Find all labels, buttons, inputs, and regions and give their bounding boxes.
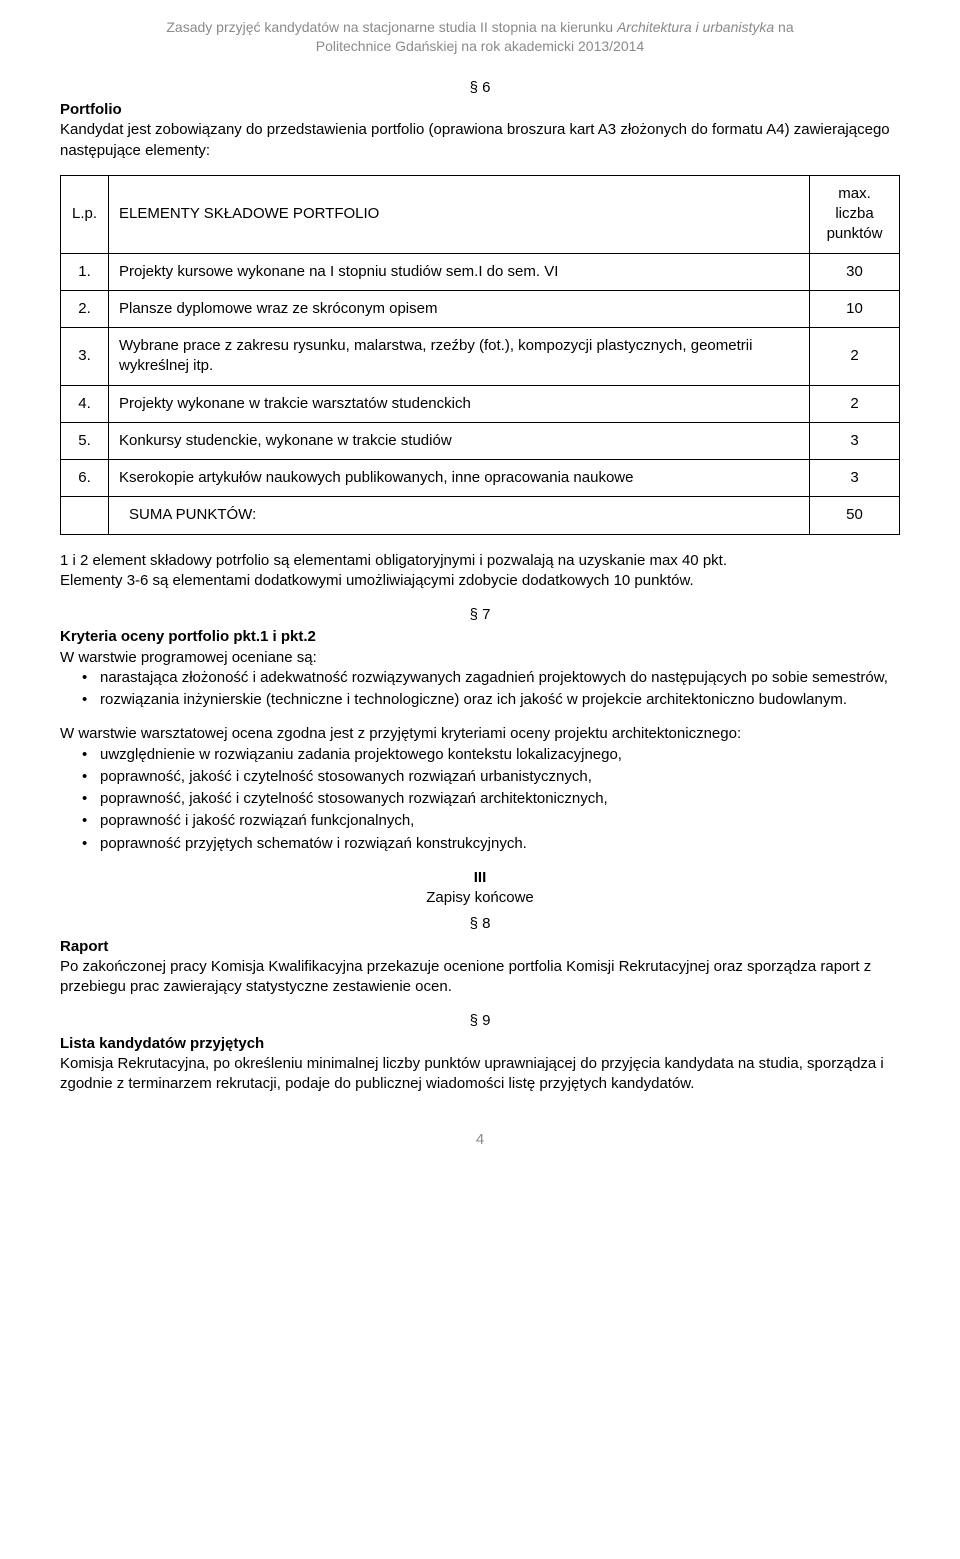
table-sum-row: SUMA PUNKTÓW: 50 <box>61 497 900 534</box>
table-row: 3. Wybrane prace z zakresu rysunku, mala… <box>61 328 900 386</box>
section-9-number: § 9 <box>60 1011 900 1031</box>
table-row: 5. Konkursy studenckie, wykonane w trakc… <box>61 422 900 459</box>
section-8-number: § 8 <box>60 914 900 934</box>
section-7-list-a: narastająca złożoność i adekwatność rozw… <box>60 668 900 711</box>
section-7-list-b: uwzględnienie w rozwiązaniu zadania proj… <box>60 745 900 854</box>
page-header: Zasady przyjęć kandydatów na stacjonarne… <box>60 18 900 56</box>
section-7-title: Kryteria oceny portfolio pkt.1 i pkt.2 <box>60 628 316 645</box>
section-7-number: § 7 <box>60 605 900 625</box>
section-9-title: Lista kandydatów przyjętych <box>60 1035 264 1052</box>
part-3-roman: III <box>474 869 487 886</box>
header-line1a: Zasady przyjęć kandydatów na stacjonarne… <box>166 19 617 35</box>
cell-num: 2. <box>61 290 109 327</box>
cell-desc: Projekty wykonane w trakcie warsztatów s… <box>109 385 810 422</box>
after-table-p2: Elementy 3-6 są elementami dodatkowymi u… <box>60 572 694 589</box>
after-table-p1: 1 i 2 element składowy potrfolio są elem… <box>60 552 727 569</box>
sum-label: SUMA PUNKTÓW: <box>129 506 256 523</box>
cell-num: 3. <box>61 328 109 386</box>
cell-sum-value: 50 <box>810 497 900 534</box>
cell-empty <box>61 497 109 534</box>
list-item: poprawność przyjętych schematów i rozwią… <box>82 834 900 854</box>
section-6-number: § 6 <box>60 78 900 98</box>
th-desc: ELEMENTY SKŁADOWE PORTFOLIO <box>109 175 810 253</box>
cell-sum-label: SUMA PUNKTÓW: <box>109 497 810 534</box>
header-line1b: na <box>774 19 793 35</box>
th-lp: L.p. <box>61 175 109 253</box>
part-3-heading: III Zapisy końcowe <box>60 868 900 909</box>
cell-pts: 3 <box>810 460 900 497</box>
cell-num: 6. <box>61 460 109 497</box>
section-8-body: Po zakończonej pracy Komisja Kwalifikacy… <box>60 958 871 995</box>
cell-num: 5. <box>61 422 109 459</box>
cell-pts: 2 <box>810 328 900 386</box>
cell-num: 4. <box>61 385 109 422</box>
cell-pts: 10 <box>810 290 900 327</box>
portfolio-table: L.p. ELEMENTY SKŁADOWE PORTFOLIO max. li… <box>60 175 900 535</box>
section-6-intro-text: Kandydat jest zobowiązany do przedstawie… <box>60 121 890 158</box>
table-row: 6. Kserokopie artykułów naukowych publik… <box>61 460 900 497</box>
list-item: poprawność i jakość rozwiązań funkcjonal… <box>82 811 900 831</box>
list-item: poprawność, jakość i czytelność stosowan… <box>82 767 900 787</box>
cell-pts: 2 <box>810 385 900 422</box>
section-6-intro: Portfolio Kandydat jest zobowiązany do p… <box>60 100 900 161</box>
list-item: rozwiązania inżynierskie (techniczne i t… <box>82 690 900 710</box>
header-line1-italic: Architektura i urbanistyka <box>617 19 774 35</box>
table-header-row: L.p. ELEMENTY SKŁADOWE PORTFOLIO max. li… <box>61 175 900 253</box>
list-item: narastająca złożoność i adekwatność rozw… <box>82 668 900 688</box>
cell-desc: Konkursy studenckie, wykonane w trakcie … <box>109 422 810 459</box>
table-row: 4. Projekty wykonane w trakcie warsztató… <box>61 385 900 422</box>
section-6-title: Portfolio <box>60 101 122 118</box>
cell-desc: Kserokopie artykułów naukowych publikowa… <box>109 460 810 497</box>
section-9-block: Lista kandydatów przyjętych Komisja Rekr… <box>60 1034 900 1095</box>
section-7-block: Kryteria oceny portfolio pkt.1 i pkt.2 W… <box>60 627 900 668</box>
after-table-paragraph: 1 i 2 element składowy potrfolio są elem… <box>60 551 900 592</box>
list-item: poprawność, jakość i czytelność stosowan… <box>82 789 900 809</box>
list-item: uwzględnienie w rozwiązaniu zadania proj… <box>82 745 900 765</box>
section-7-lead-a: W warstwie programowej oceniane są: <box>60 649 317 666</box>
page-number: 4 <box>60 1130 900 1150</box>
part-3-sub: Zapisy końcowe <box>426 889 534 906</box>
cell-desc: Plansze dyplomowe wraz ze skróconym opis… <box>109 290 810 327</box>
section-7-lead-b: W warstwie warsztatowej ocena zgodna jes… <box>60 724 900 744</box>
cell-desc: Projekty kursowe wykonane na I stopniu s… <box>109 253 810 290</box>
section-9-body: Komisja Rekrutacyjna, po określeniu mini… <box>60 1055 884 1092</box>
cell-num: 1. <box>61 253 109 290</box>
cell-desc: Wybrane prace z zakresu rysunku, malarst… <box>109 328 810 386</box>
section-8-block: Raport Po zakończonej pracy Komisja Kwal… <box>60 937 900 998</box>
header-line2: Politechnice Gdańskiej na rok akademicki… <box>316 38 644 54</box>
cell-pts: 3 <box>810 422 900 459</box>
table-row: 2. Plansze dyplomowe wraz ze skróconym o… <box>61 290 900 327</box>
th-pts: max. liczba punktów <box>810 175 900 253</box>
section-8-title: Raport <box>60 938 108 955</box>
table-row: 1. Projekty kursowe wykonane na I stopni… <box>61 253 900 290</box>
cell-pts: 30 <box>810 253 900 290</box>
